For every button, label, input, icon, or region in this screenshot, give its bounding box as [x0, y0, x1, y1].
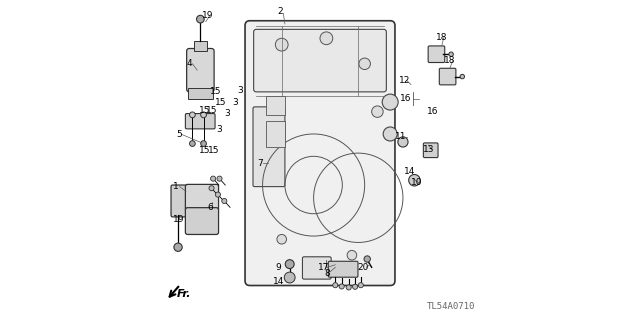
Circle shape: [174, 243, 182, 251]
Circle shape: [398, 137, 408, 147]
Circle shape: [189, 112, 195, 118]
Text: 12: 12: [399, 76, 410, 85]
Circle shape: [347, 250, 356, 260]
Circle shape: [333, 283, 338, 288]
Text: 14: 14: [273, 277, 284, 286]
Text: 14: 14: [404, 167, 415, 176]
Text: 4: 4: [187, 59, 193, 68]
FancyBboxPatch shape: [439, 68, 456, 85]
Circle shape: [201, 112, 207, 118]
Circle shape: [216, 192, 220, 197]
Text: 20: 20: [358, 263, 369, 272]
Circle shape: [277, 234, 287, 244]
Circle shape: [275, 38, 288, 51]
Text: TL54A0710: TL54A0710: [426, 302, 475, 311]
FancyBboxPatch shape: [428, 46, 445, 63]
Circle shape: [460, 74, 465, 79]
FancyBboxPatch shape: [186, 114, 215, 129]
Text: 15: 15: [200, 146, 211, 155]
Circle shape: [201, 141, 207, 146]
Circle shape: [217, 176, 222, 181]
Text: 6: 6: [207, 203, 213, 212]
Text: 2: 2: [277, 7, 283, 16]
Circle shape: [209, 186, 214, 191]
Circle shape: [284, 272, 295, 283]
Text: 18: 18: [444, 56, 456, 65]
Text: 19: 19: [173, 215, 184, 224]
Text: 15: 15: [199, 106, 211, 115]
Text: 11: 11: [395, 132, 406, 141]
Text: 3: 3: [224, 109, 230, 118]
Bar: [194, 41, 207, 51]
Text: Fr.: Fr.: [177, 289, 191, 299]
Text: 7: 7: [257, 159, 263, 168]
FancyBboxPatch shape: [186, 184, 218, 211]
Text: 3: 3: [237, 86, 243, 95]
Circle shape: [285, 260, 294, 269]
Text: 5: 5: [177, 130, 182, 139]
Circle shape: [449, 52, 453, 56]
Circle shape: [346, 285, 351, 290]
Circle shape: [359, 58, 371, 70]
Text: 3: 3: [216, 125, 222, 134]
Text: 13: 13: [423, 145, 435, 154]
Text: 1: 1: [173, 182, 179, 191]
Circle shape: [383, 127, 397, 141]
Circle shape: [211, 176, 216, 181]
Circle shape: [353, 284, 358, 289]
Circle shape: [409, 174, 420, 186]
Text: 3: 3: [232, 98, 238, 107]
Circle shape: [221, 198, 227, 204]
Circle shape: [189, 141, 195, 146]
FancyBboxPatch shape: [253, 29, 387, 92]
FancyBboxPatch shape: [303, 257, 331, 279]
Circle shape: [320, 32, 333, 45]
FancyBboxPatch shape: [253, 107, 285, 187]
Text: 15: 15: [207, 106, 218, 115]
Circle shape: [196, 15, 204, 23]
Text: 18: 18: [435, 33, 447, 42]
Circle shape: [358, 283, 364, 288]
Text: 19: 19: [202, 11, 213, 20]
FancyBboxPatch shape: [423, 143, 438, 158]
Text: 16: 16: [400, 94, 412, 103]
Text: 17: 17: [318, 263, 330, 272]
Text: 8: 8: [324, 269, 330, 278]
Bar: [266, 121, 285, 147]
Text: 9: 9: [275, 263, 281, 271]
Bar: [188, 88, 213, 99]
Text: 16: 16: [426, 107, 438, 115]
Text: 15: 15: [210, 87, 221, 96]
FancyBboxPatch shape: [186, 208, 218, 234]
FancyBboxPatch shape: [171, 185, 192, 217]
Text: 10: 10: [411, 178, 422, 187]
Bar: [266, 96, 285, 115]
FancyBboxPatch shape: [187, 48, 214, 92]
FancyBboxPatch shape: [245, 21, 395, 286]
Circle shape: [372, 106, 383, 117]
Text: 15: 15: [208, 146, 220, 155]
Text: 15: 15: [215, 98, 226, 107]
FancyBboxPatch shape: [328, 261, 358, 277]
Circle shape: [382, 94, 398, 110]
Circle shape: [339, 284, 344, 289]
Circle shape: [364, 256, 371, 262]
